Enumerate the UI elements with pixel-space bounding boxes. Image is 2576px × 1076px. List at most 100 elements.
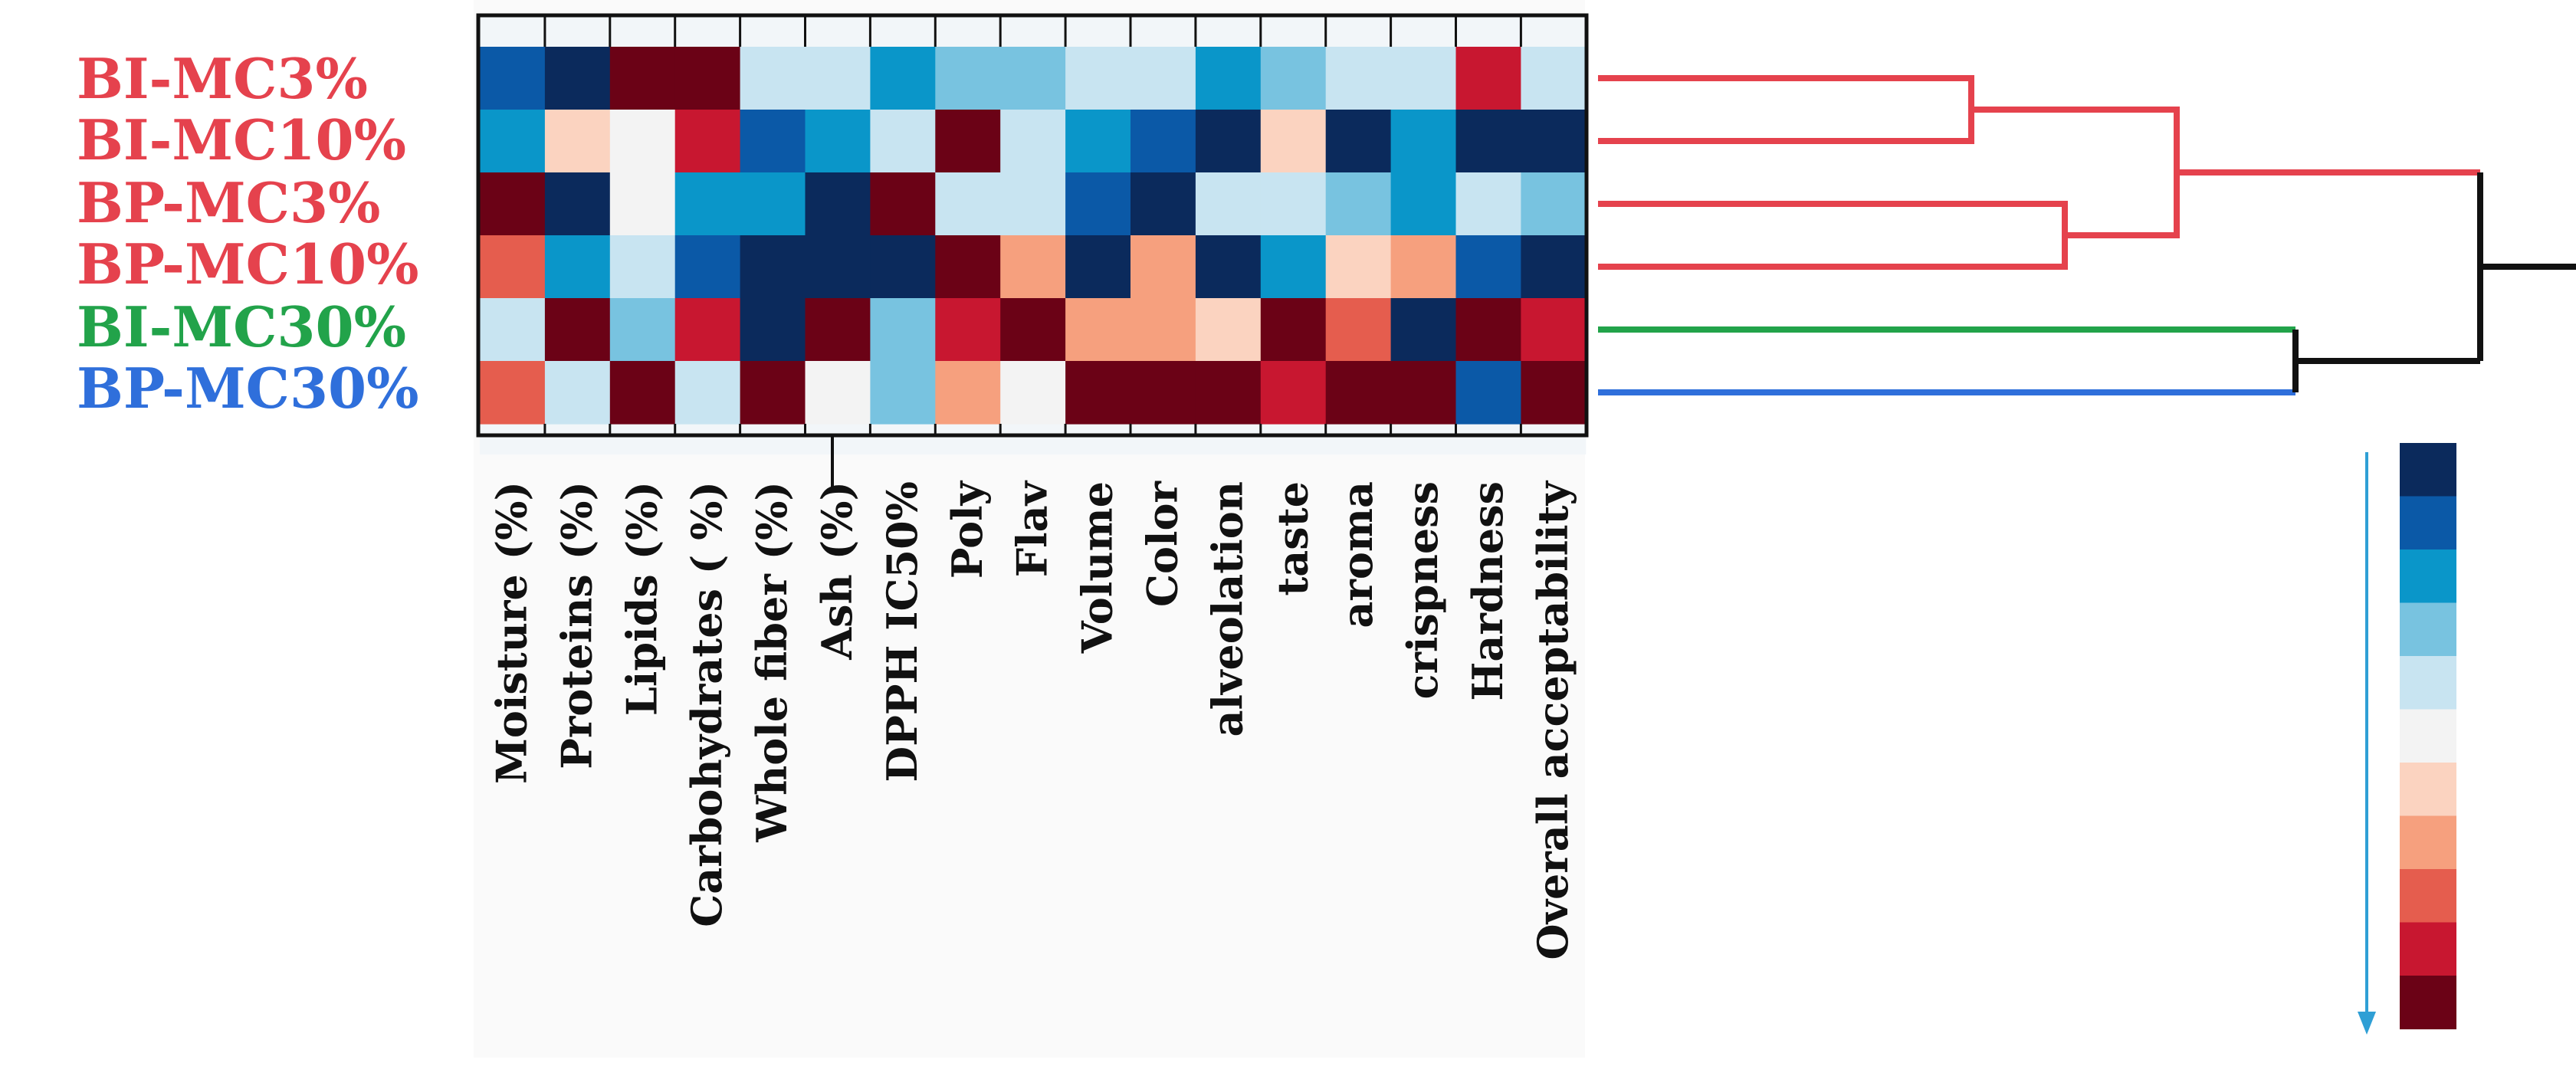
heatmap-cell [870,361,936,425]
dendrogram-branch [1971,107,2180,238]
heatmap-cell [1000,110,1066,173]
heatmap-cell [1455,298,1521,362]
heatmap-cell [1260,47,1327,110]
heatmap-cell [1325,235,1392,299]
column-label: aroma [1333,481,1382,628]
heatmap-cell [1325,298,1392,362]
dendrogram-branch [1598,201,2068,270]
heatmap-cell [1065,47,1131,110]
heatmap-bottom-strip [480,424,1587,454]
heatmap-cell [1195,47,1262,110]
heatmap-cell [1390,235,1457,299]
dendrogram-branch [1598,75,1974,144]
heatmap-cell [1260,235,1327,299]
heatmap-cell [544,110,611,173]
heatmap-cell [805,361,871,425]
heatmap-cell [609,235,676,299]
heatmap-cell [1390,47,1457,110]
heatmap-cell [1260,361,1327,425]
heatmap-cell [805,47,871,110]
heatmap-cell [674,110,741,173]
heatmap-cell [1325,47,1392,110]
heatmap-cell [1521,172,1587,236]
heatmap-cell [674,47,741,110]
heatmap-cell [740,110,806,173]
heatmap-cell [805,298,871,362]
column-label: Poly [943,480,992,579]
heatmap-cell [870,47,936,110]
heatmap-cell [1521,298,1587,362]
heatmap-cell [674,298,741,362]
legend-swatch [2400,815,2456,870]
column-label: DPPH IC50% [878,481,927,782]
heatmap-cell [609,298,676,362]
column-label: Lipids (%) [617,481,666,716]
legend-swatch [2400,656,2456,710]
column-label: taste [1268,481,1317,596]
legend-swatch [2400,549,2456,604]
heatmap-cell [805,235,871,299]
column-label: Moisture (%) [487,481,537,784]
heatmap-cell [674,235,741,299]
heatmap-cell [935,361,1001,425]
heatmap-cell [1455,110,1521,173]
heatmap-cell [544,47,611,110]
heatmap-cell [1455,361,1521,425]
row-label: BI-MC30% [77,294,406,359]
column-label: Overall acceptability [1528,480,1577,960]
heatmap-cell [609,172,676,236]
legend-swatch [2400,496,2456,550]
legend-swatch [2400,976,2456,1030]
legend-swatch [2400,709,2456,763]
heatmap-cell [1000,235,1066,299]
heatmap-cell [1130,235,1196,299]
heatmap-cell [1455,172,1521,236]
heatmap-cell [1325,110,1392,173]
heatmap-cell [544,298,611,362]
heatmap-cell [935,235,1001,299]
heatmap-cell [1065,361,1131,425]
column-label: crispness [1398,481,1447,699]
heatmap-top-strip [480,17,1587,47]
heatmap-cell [1390,361,1457,425]
heatmap-cell [480,172,546,236]
heatmap-cell [1000,361,1066,425]
heatmap-cell [935,110,1001,173]
heatmap-cell [609,110,676,173]
legend-swatch [2400,922,2456,976]
heatmap-cell [740,361,806,425]
heatmap-cell [544,172,611,236]
column-label: Proteins (%) [552,481,601,769]
heatmap-cell [1195,361,1262,425]
column-label: Color [1138,481,1187,607]
column-label: alveolation [1203,481,1252,737]
column-labels: Moisture (%) Proteins (%) Lipids (%) Carboh… [487,480,1577,960]
heatmap-cell [1130,47,1196,110]
heatmap-cell [740,298,806,362]
column-label: Hardness [1463,481,1512,701]
heatmap-cell [870,110,936,173]
legend-swatch [2400,443,2456,497]
heatmap-cell [609,47,676,110]
legend-swatch [2400,763,2456,817]
heatmap-cell [1521,47,1587,110]
heatmap-cell [1065,298,1131,362]
row-label: BI-MC10% [77,107,406,172]
heatmap-cell [805,110,871,173]
heatmap-cell [1000,47,1066,110]
heatmap-cell [1000,172,1066,236]
heatmap-cell [1455,235,1521,299]
heatmap-cell [1065,172,1131,236]
column-label: Whole fiber (%) [747,481,796,843]
column-label: Carbohydrates ( %) [682,481,731,927]
heatmap-cell [1130,110,1196,173]
heatmap-cell [1000,298,1066,362]
color-legend [2400,443,2456,1030]
heatmap-cell [480,235,546,299]
heatmap-cell [1260,172,1327,236]
heatmap-cell [1130,172,1196,236]
heatmap-cell [480,47,546,110]
heatmap-cell [935,172,1001,236]
heatmap-cell [1195,172,1262,236]
